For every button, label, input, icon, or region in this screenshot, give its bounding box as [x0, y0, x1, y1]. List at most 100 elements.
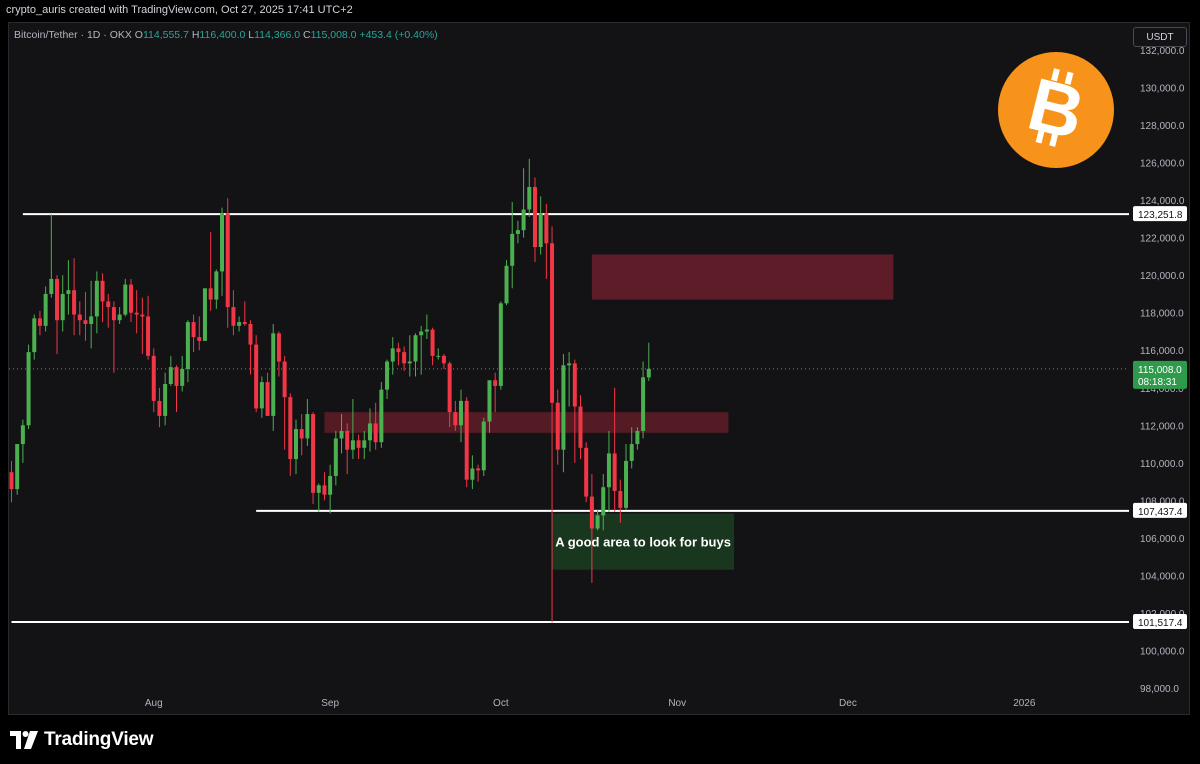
time-axis[interactable]: Aug Sep Oct Nov Dec 2026: [145, 698, 1036, 709]
candle-up[interactable]: [316, 485, 321, 493]
candle-down[interactable]: [254, 344, 259, 409]
candle-down[interactable]: [447, 363, 452, 413]
candle-down[interactable]: [231, 307, 236, 326]
candle-up[interactable]: [305, 414, 310, 439]
zone-resistance[interactable]: [324, 412, 729, 433]
candle-down[interactable]: [191, 322, 196, 338]
candle-up[interactable]: [294, 429, 298, 460]
candle-up[interactable]: [168, 367, 173, 385]
candle-down[interactable]: [464, 400, 469, 480]
candle-down[interactable]: [83, 320, 88, 324]
candle-up[interactable]: [521, 209, 526, 231]
candle-down[interactable]: [578, 406, 583, 448]
candle-up[interactable]: [635, 430, 640, 445]
candle-up[interactable]: [15, 444, 20, 490]
candle-up[interactable]: [339, 430, 344, 439]
candle-up[interactable]: [385, 361, 390, 390]
candle-up[interactable]: [629, 444, 634, 461]
candle-up[interactable]: [32, 318, 37, 353]
candle-up[interactable]: [362, 440, 367, 448]
candle-up[interactable]: [66, 290, 71, 294]
candle-up[interactable]: [49, 278, 54, 294]
candle-up[interactable]: [595, 515, 600, 529]
candle-up[interactable]: [379, 389, 384, 443]
candle-down[interactable]: [55, 278, 60, 321]
candle-down[interactable]: [72, 290, 77, 315]
candle-down[interactable]: [9, 472, 14, 490]
candle-up[interactable]: [424, 329, 429, 332]
candle-up[interactable]: [350, 440, 355, 450]
candle-down[interactable]: [100, 280, 105, 302]
candle-up[interactable]: [407, 361, 412, 364]
candle-up[interactable]: [328, 475, 333, 495]
candle-down[interactable]: [345, 430, 350, 450]
candle-down[interactable]: [37, 318, 42, 326]
zone-buy[interactable]: [552, 513, 735, 570]
candle-down[interactable]: [493, 380, 498, 386]
candle-down[interactable]: [618, 490, 623, 508]
candle-up[interactable]: [641, 377, 646, 431]
candle-down[interactable]: [276, 333, 281, 362]
candle-up[interactable]: [390, 348, 395, 362]
candle-up[interactable]: [624, 460, 629, 508]
candle-down[interactable]: [532, 186, 537, 248]
candle-down[interactable]: [111, 307, 116, 321]
candle-up[interactable]: [527, 186, 532, 210]
candle-down[interactable]: [402, 352, 407, 364]
candle-up[interactable]: [26, 352, 31, 426]
currency-selector[interactable]: USDT: [1133, 27, 1187, 47]
candle-up[interactable]: [487, 380, 492, 422]
candle-down[interactable]: [612, 453, 617, 491]
candle-up[interactable]: [436, 355, 441, 357]
candle-down[interactable]: [476, 468, 481, 471]
candle-up[interactable]: [646, 368, 651, 378]
candle-up[interactable]: [606, 453, 611, 488]
candle-down[interactable]: [282, 361, 287, 398]
candle-up[interactable]: [43, 293, 48, 326]
candle-up[interactable]: [561, 365, 566, 450]
candle-down[interactable]: [157, 400, 162, 416]
candle-down[interactable]: [356, 440, 361, 448]
candle-down[interactable]: [77, 314, 82, 321]
tradingview-logo[interactable]: TradingView: [10, 728, 154, 752]
candle-up[interactable]: [567, 363, 572, 366]
candle-down[interactable]: [311, 414, 316, 493]
candle-down[interactable]: [146, 316, 151, 356]
candle-down[interactable]: [208, 288, 213, 300]
candle-down[interactable]: [373, 423, 378, 443]
candle-down[interactable]: [453, 412, 458, 426]
candle-up[interactable]: [89, 316, 94, 324]
candle-down[interactable]: [174, 367, 179, 386]
candle-up[interactable]: [259, 382, 264, 409]
candle-up[interactable]: [470, 468, 475, 480]
candle-up[interactable]: [510, 233, 515, 266]
candle-down[interactable]: [550, 243, 555, 403]
candle-down[interactable]: [555, 402, 560, 450]
candle-down[interactable]: [589, 496, 594, 529]
candle-down[interactable]: [248, 323, 253, 345]
candle-up[interactable]: [220, 213, 225, 272]
candle-up[interactable]: [419, 331, 424, 336]
candle-up[interactable]: [601, 487, 606, 516]
candle-up[interactable]: [185, 322, 190, 369]
candle-up[interactable]: [20, 425, 25, 445]
candle-up[interactable]: [459, 400, 464, 426]
candle-down[interactable]: [572, 363, 577, 407]
zone-supply[interactable]: [591, 254, 894, 300]
candle-down[interactable]: [322, 485, 327, 495]
candle-down[interactable]: [396, 348, 401, 353]
candle-down[interactable]: [441, 355, 446, 364]
candle-up[interactable]: [515, 230, 520, 234]
candle-up[interactable]: [123, 284, 128, 315]
candle-down[interactable]: [106, 301, 111, 308]
candle-down[interactable]: [225, 213, 230, 308]
candle-down[interactable]: [430, 329, 435, 356]
candle-up[interactable]: [60, 293, 65, 321]
candle-up[interactable]: [94, 280, 99, 317]
candle-up[interactable]: [271, 333, 276, 416]
candle-down[interactable]: [299, 429, 304, 439]
candle-up[interactable]: [538, 213, 543, 248]
candle-up[interactable]: [237, 322, 242, 326]
candle-up[interactable]: [163, 384, 168, 416]
